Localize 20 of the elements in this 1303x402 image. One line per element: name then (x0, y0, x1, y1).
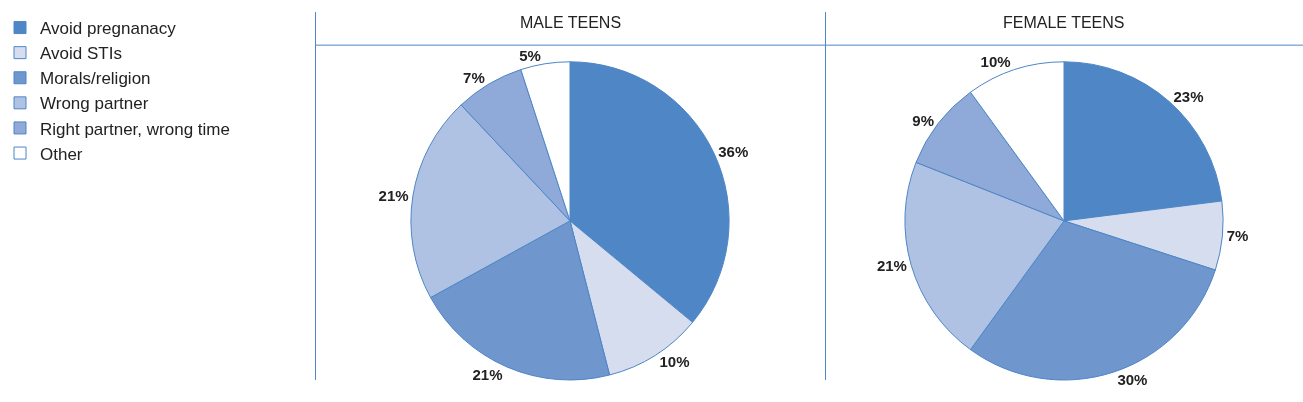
data-label: 10% (659, 352, 690, 370)
legend-label: Other (40, 144, 83, 164)
chart-title: MALE TEENS (520, 14, 622, 31)
data-label: 7% (463, 69, 485, 87)
legend-label: Avoid pregnanacy (40, 19, 177, 39)
data-label: 30% (1117, 371, 1148, 389)
data-label: 36% (718, 143, 749, 161)
data-label: 9% (912, 111, 935, 129)
data-label: 7% (1226, 227, 1249, 245)
data-label: 21% (876, 257, 907, 275)
legend-label: Right partner, wrong time (40, 119, 230, 139)
data-label: 5% (519, 46, 541, 64)
legend-label: Morals/religion (40, 69, 151, 89)
data-label: 23% (1173, 88, 1204, 106)
data-label: 21% (472, 365, 503, 383)
data-label: 21% (378, 187, 409, 205)
legend-label: Avoid STIs (40, 44, 122, 64)
chart-title: FEMALE TEENS (1003, 14, 1125, 31)
legend-label: Wrong partner (40, 94, 149, 114)
data-label: 10% (980, 53, 1011, 71)
